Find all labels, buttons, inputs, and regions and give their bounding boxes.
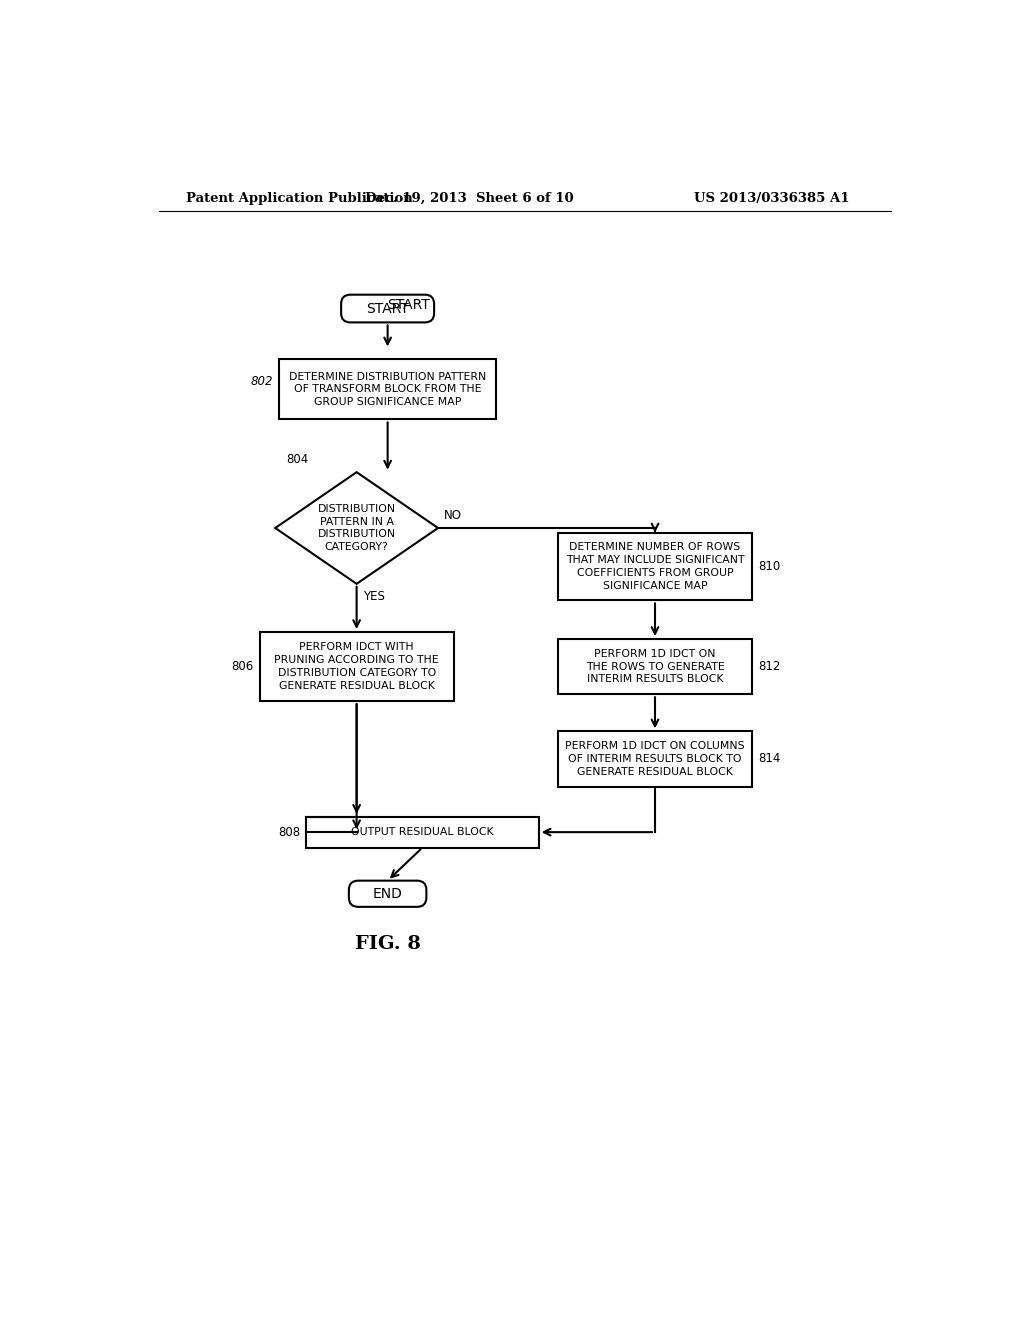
FancyBboxPatch shape xyxy=(558,533,752,601)
FancyBboxPatch shape xyxy=(558,731,752,787)
Text: DISTRIBUTION
PATTERN IN A
DISTRIBUTION
CATEGORY?: DISTRIBUTION PATTERN IN A DISTRIBUTION C… xyxy=(317,504,395,552)
Text: PERFORM 1D IDCT ON
THE ROWS TO GENERATE
INTERIM RESULTS BLOCK: PERFORM 1D IDCT ON THE ROWS TO GENERATE … xyxy=(586,649,724,684)
FancyBboxPatch shape xyxy=(260,632,454,701)
Text: END: END xyxy=(373,887,402,900)
Text: DETERMINE NUMBER OF ROWS
THAT MAY INCLUDE SIGNIFICANT
COEFFICIENTS FROM GROUP
SI: DETERMINE NUMBER OF ROWS THAT MAY INCLUD… xyxy=(565,543,744,591)
Text: 802: 802 xyxy=(251,375,273,388)
Text: 810: 810 xyxy=(758,560,780,573)
Text: YES: YES xyxy=(362,590,385,603)
FancyBboxPatch shape xyxy=(280,359,496,420)
Text: Patent Application Publication: Patent Application Publication xyxy=(186,191,413,205)
Text: PERFORM 1D IDCT ON COLUMNS
OF INTERIM RESULTS BLOCK TO
GENERATE RESIDUAL BLOCK: PERFORM 1D IDCT ON COLUMNS OF INTERIM RE… xyxy=(565,742,744,776)
Text: START: START xyxy=(388,297,430,312)
Text: 806: 806 xyxy=(231,660,254,673)
Text: US 2013/0336385 A1: US 2013/0336385 A1 xyxy=(693,191,849,205)
Text: PERFORM IDCT WITH
PRUNING ACCORDING TO THE
DISTRIBUTION CATEGORY TO
GENERATE RES: PERFORM IDCT WITH PRUNING ACCORDING TO T… xyxy=(274,643,439,690)
Polygon shape xyxy=(275,473,438,583)
FancyBboxPatch shape xyxy=(349,880,426,907)
FancyBboxPatch shape xyxy=(341,294,434,322)
Text: START: START xyxy=(367,301,409,315)
Text: 812: 812 xyxy=(758,660,780,673)
FancyBboxPatch shape xyxy=(558,639,752,694)
Text: OUTPUT RESIDUAL BLOCK: OUTPUT RESIDUAL BLOCK xyxy=(351,828,494,837)
Text: 814: 814 xyxy=(758,752,780,766)
Text: FIG. 8: FIG. 8 xyxy=(354,935,421,953)
Text: 808: 808 xyxy=(278,825,300,838)
Text: NO: NO xyxy=(444,508,462,521)
FancyBboxPatch shape xyxy=(306,817,539,847)
Text: 804: 804 xyxy=(286,453,308,466)
Text: Dec. 19, 2013  Sheet 6 of 10: Dec. 19, 2013 Sheet 6 of 10 xyxy=(365,191,573,205)
Text: DETERMINE DISTRIBUTION PATTERN
OF TRANSFORM BLOCK FROM THE
GROUP SIGNIFICANCE MA: DETERMINE DISTRIBUTION PATTERN OF TRANSF… xyxy=(289,372,486,407)
